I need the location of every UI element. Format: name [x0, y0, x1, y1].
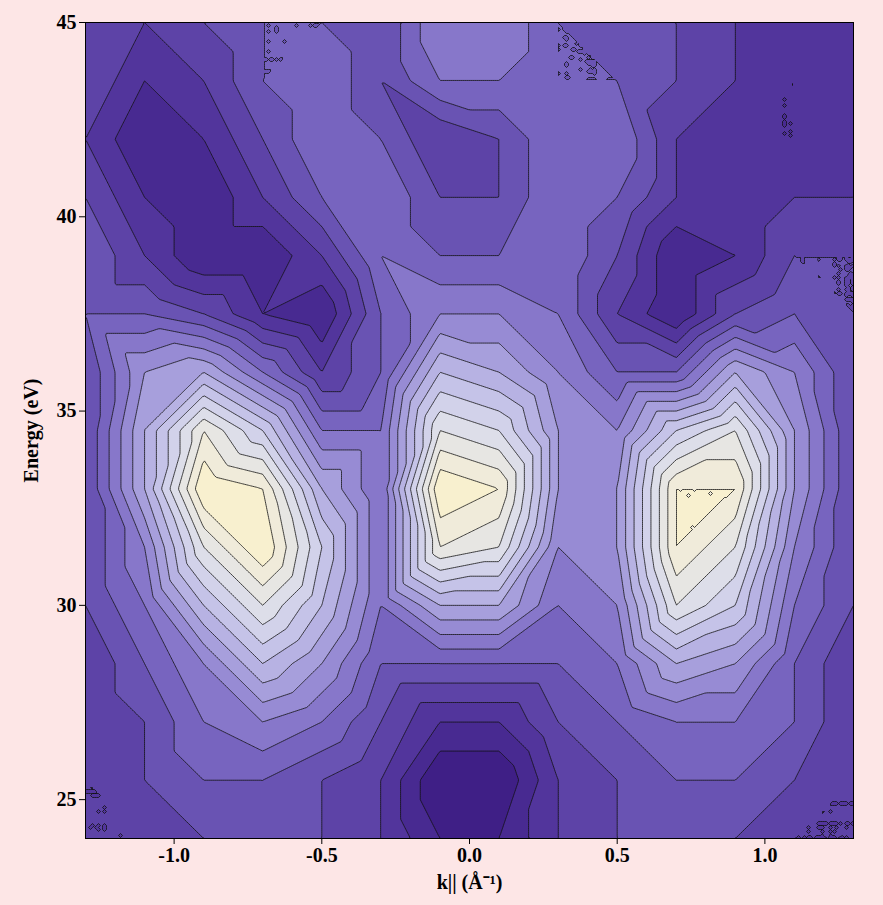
svg-text:0.5: 0.5: [605, 844, 630, 866]
svg-text:35: 35: [57, 399, 77, 421]
svg-text:Energy (eV): Energy (eV): [20, 379, 43, 483]
svg-text:-1.0: -1.0: [158, 844, 190, 866]
svg-text:40: 40: [57, 205, 77, 227]
svg-text:25: 25: [57, 788, 77, 810]
svg-text:30: 30: [57, 594, 77, 616]
svg-text:k|| (Å⁻¹): k|| (Å⁻¹): [437, 871, 503, 894]
svg-text:-0.5: -0.5: [306, 844, 338, 866]
svg-text:0.0: 0.0: [457, 844, 482, 866]
svg-text:1.0: 1.0: [752, 844, 777, 866]
svg-text:45: 45: [57, 11, 77, 33]
